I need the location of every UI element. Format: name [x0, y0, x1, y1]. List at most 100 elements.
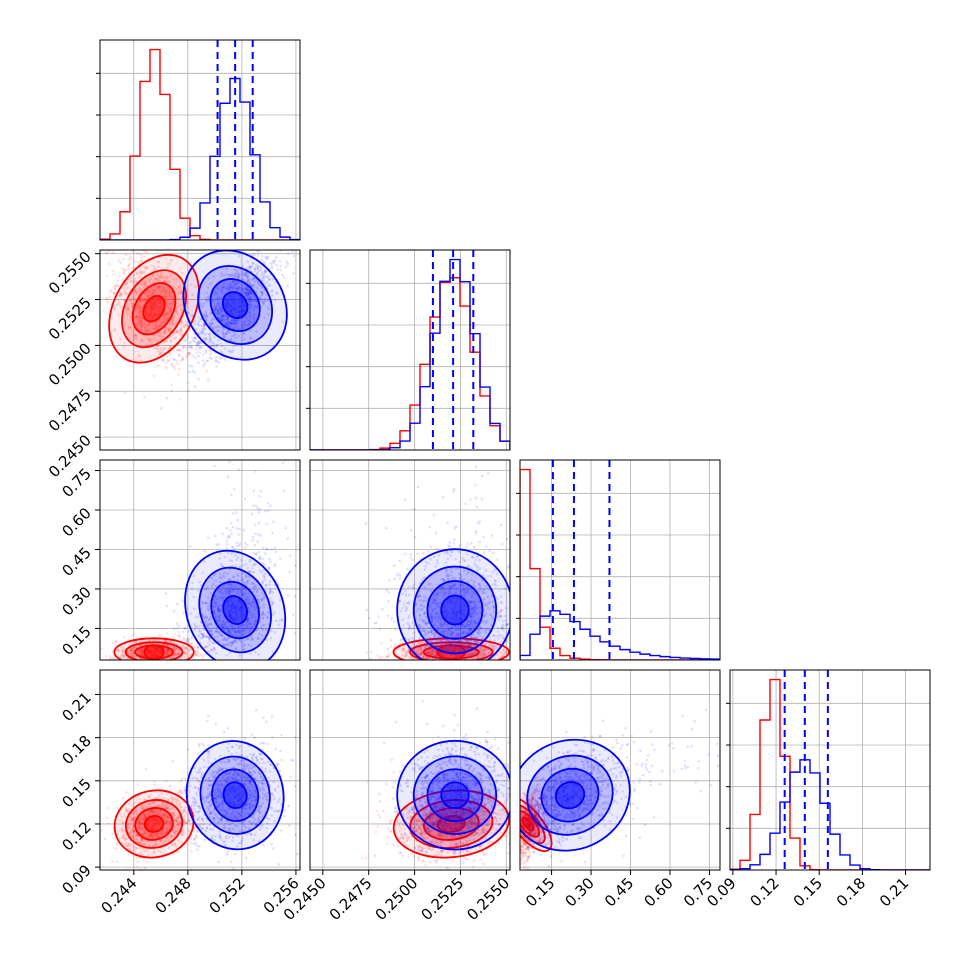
scatter-point: [216, 308, 219, 312]
scatter-point: [165, 653, 168, 657]
scatter-point: [230, 624, 234, 628]
scatter-point: [134, 336, 138, 339]
scatter-point: [152, 265, 156, 268]
scatter-point: [139, 315, 143, 318]
scatter-point: [245, 271, 248, 275]
scatter-point: [534, 646, 537, 649]
scatter-point: [140, 272, 143, 276]
scatter-point: [121, 649, 125, 653]
scatter-point: [380, 655, 384, 659]
scatter-point: [442, 578, 446, 582]
scatter-point: [205, 314, 208, 318]
scatter-point: [158, 324, 162, 327]
scatter-point: [173, 662, 176, 665]
scatter-point: [459, 618, 463, 622]
scatter-point: [158, 276, 162, 279]
scatter-point: [223, 638, 227, 641]
scatter-point: [192, 322, 196, 326]
scatter-point: [241, 327, 245, 330]
scatter-point: [251, 538, 254, 542]
scatter-point: [235, 307, 239, 311]
scatter-point: [179, 326, 183, 330]
scatter-point: [447, 646, 450, 650]
scatter-point: [239, 606, 242, 610]
scatter-point: [127, 325, 131, 329]
scatter-point: [232, 334, 236, 338]
scatter-point: [404, 662, 407, 665]
scatter-point: [118, 290, 122, 294]
scatter-point: [219, 274, 223, 278]
scatter-point: [443, 663, 446, 666]
scatter-point: [233, 630, 237, 633]
scatter-point: [241, 628, 245, 632]
scatter-point: [187, 341, 191, 345]
scatter-point: [158, 274, 162, 277]
scatter-point: [454, 654, 458, 657]
scatter-point: [140, 651, 144, 654]
scatter-point: [159, 321, 163, 324]
scatter-point: [236, 591, 239, 594]
scatter-point: [157, 306, 160, 310]
scatter-point: [217, 328, 221, 332]
scatter-point: [481, 578, 484, 582]
scatter-point: [472, 583, 475, 586]
scatter-point: [272, 262, 276, 265]
scatter-point: [479, 651, 483, 655]
scatter-point: [514, 666, 517, 669]
scatter-point: [254, 583, 257, 587]
scatter-point: [219, 350, 223, 353]
scatter-point: [133, 333, 137, 337]
scatter-point: [225, 526, 229, 530]
y-tick-label: 0.2525: [45, 294, 95, 344]
scatter-point: [439, 638, 443, 642]
scatter-point: [474, 496, 478, 500]
scatter-point: [242, 320, 246, 324]
scatter-point: [164, 639, 168, 643]
scatter-point: [149, 311, 153, 314]
scatter-point: [205, 601, 208, 605]
scatter-point: [159, 334, 163, 337]
scatter-point: [440, 651, 443, 655]
scatter-point: [183, 646, 186, 649]
scatter-point: [411, 640, 414, 644]
scatter-point: [197, 651, 200, 655]
scatter-point: [419, 646, 423, 650]
scatter-point: [477, 662, 480, 665]
scatter-point: [448, 642, 452, 645]
scatter-point: [426, 597, 429, 600]
scatter-point: [434, 612, 438, 615]
scatter-point: [209, 622, 213, 626]
scatter-point: [265, 280, 269, 284]
scatter-point: [118, 245, 121, 248]
scatter-point: [233, 274, 237, 278]
scatter-point: [189, 314, 193, 317]
scatter-point: [497, 634, 501, 637]
scatter-point: [139, 650, 143, 653]
scatter-point: [246, 323, 249, 327]
scatter-point: [202, 326, 206, 329]
scatter-point: [162, 287, 166, 290]
scatter-point: [220, 604, 223, 607]
scatter-point: [228, 298, 232, 301]
scatter-point: [214, 355, 218, 359]
scatter-point: [232, 575, 235, 578]
scatter-point: [211, 633, 214, 636]
scatter-point: [76, 246, 79, 249]
scatter-point: [204, 351, 208, 354]
scatter-point: [134, 315, 137, 319]
scatter-point: [209, 629, 212, 633]
scatter-point: [484, 631, 488, 634]
scatter-point: [138, 649, 142, 653]
scatter-point: [250, 303, 253, 306]
scatter-point: [280, 273, 284, 277]
scatter-point: [442, 578, 446, 582]
scatter-point: [188, 364, 192, 368]
scatter-point: [262, 574, 265, 577]
scatter-point: [274, 550, 278, 554]
scatter-point: [228, 350, 232, 354]
scatter-point: [221, 319, 224, 322]
scatter-point: [424, 644, 428, 648]
scatter-point: [155, 646, 159, 650]
scatter-point: [262, 596, 266, 600]
scatter-point: [215, 628, 219, 632]
